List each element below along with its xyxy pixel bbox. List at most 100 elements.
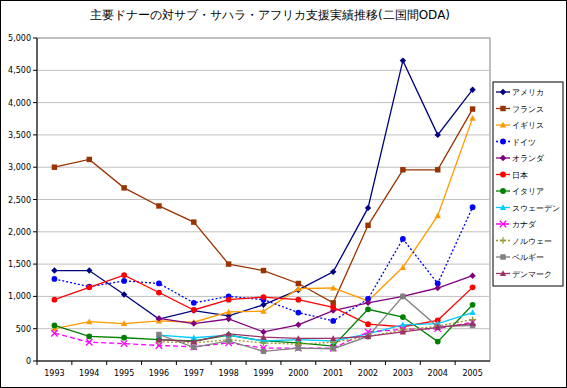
y-tick-label: 3,500 (8, 131, 31, 140)
marker (156, 281, 162, 287)
grid-line (37, 38, 490, 39)
x-tick (246, 361, 247, 365)
series-line (159, 320, 473, 345)
marker (400, 314, 406, 320)
legend-marker (500, 221, 506, 227)
marker (400, 293, 406, 299)
grid-line (37, 167, 490, 168)
marker (435, 339, 441, 345)
marker (86, 284, 92, 290)
legend-label: アメリカ (512, 88, 544, 97)
y-tick-label: 3,000 (8, 163, 31, 172)
title: 主要ドナーの対サブ・サハラ・アフリカ支援実績推移(二国間ODA) (90, 8, 450, 22)
marker (86, 267, 92, 273)
x-tick (211, 361, 212, 365)
marker (156, 336, 162, 342)
marker (400, 264, 406, 270)
y-tick (33, 167, 37, 168)
series-line (54, 61, 472, 319)
plot-marks (51, 57, 476, 354)
y-tick (33, 328, 37, 329)
legend-marker (500, 106, 505, 111)
marker (365, 333, 371, 339)
x-tick-label: 2001 (323, 369, 343, 378)
x-tick-label: 1993 (44, 369, 64, 378)
marker (121, 185, 126, 190)
marker (52, 297, 58, 303)
marker (156, 332, 161, 337)
marker (156, 203, 161, 208)
y-tick-label: 1,500 (8, 260, 31, 269)
legend-label: イギリス (512, 121, 544, 130)
legend-label: カナダ (512, 220, 537, 229)
series-line (159, 296, 473, 351)
x-tick-label: 2005 (462, 369, 482, 378)
legend: アメリカフランスイギリスドイツオランダ日本イタリアスウェーデンカナダノルウェーベ… (493, 82, 563, 286)
marker (435, 324, 441, 330)
marker (121, 340, 127, 346)
y-tick (33, 296, 37, 297)
x-tick-label: 2000 (288, 369, 308, 378)
marker (435, 212, 441, 218)
marker (261, 349, 266, 354)
marker (226, 338, 231, 343)
y-tick (33, 38, 37, 39)
x-tick (71, 361, 72, 365)
grid-line (37, 264, 490, 265)
marker (295, 297, 301, 303)
grid-line (37, 199, 490, 200)
x-tick (280, 361, 281, 365)
y-tick (33, 134, 37, 135)
legend-marker (500, 237, 506, 243)
marker (260, 340, 266, 346)
y-tick-label: 4,000 (8, 99, 31, 108)
legend-marker (500, 172, 506, 178)
marker (260, 308, 266, 314)
marker (469, 320, 475, 326)
marker (295, 345, 301, 351)
marker (52, 323, 58, 329)
legend-label: 日本 (512, 171, 528, 180)
marker (400, 236, 406, 242)
marker (435, 132, 441, 138)
x-tick-label: 1996 (149, 369, 169, 378)
marker (191, 300, 197, 306)
series-line (54, 118, 472, 329)
y-tick-label: 2,000 (8, 228, 31, 237)
marker (191, 307, 197, 313)
y-tick (33, 70, 37, 71)
x-tick (420, 361, 421, 365)
marker (365, 306, 371, 312)
x-tick (37, 361, 38, 365)
y-tick-label: 5,000 (8, 34, 31, 43)
marker (365, 223, 370, 228)
marker (121, 335, 127, 341)
marker (156, 290, 162, 296)
series-line (54, 109, 472, 303)
marker (225, 309, 231, 315)
y-tick (33, 361, 37, 362)
marker (121, 272, 127, 278)
marker (330, 346, 335, 351)
y-tick (33, 102, 37, 103)
marker (469, 273, 475, 279)
marker (330, 269, 336, 275)
x-tick (141, 361, 142, 365)
marker (191, 338, 197, 344)
x-tick-label: 1997 (184, 369, 204, 378)
marker (400, 329, 406, 335)
marker (225, 336, 231, 342)
x-tick (315, 361, 316, 365)
marker (469, 309, 475, 315)
marker (295, 285, 301, 291)
grid-line (37, 231, 490, 232)
series-line (54, 305, 472, 346)
marker (470, 204, 476, 210)
marker (330, 318, 336, 324)
marker (330, 335, 336, 341)
marker (261, 294, 267, 300)
legend-marker (500, 139, 506, 145)
chart-frame (1, 1, 567, 388)
x-tick (350, 361, 351, 365)
x-tick-label: 2002 (358, 369, 378, 378)
